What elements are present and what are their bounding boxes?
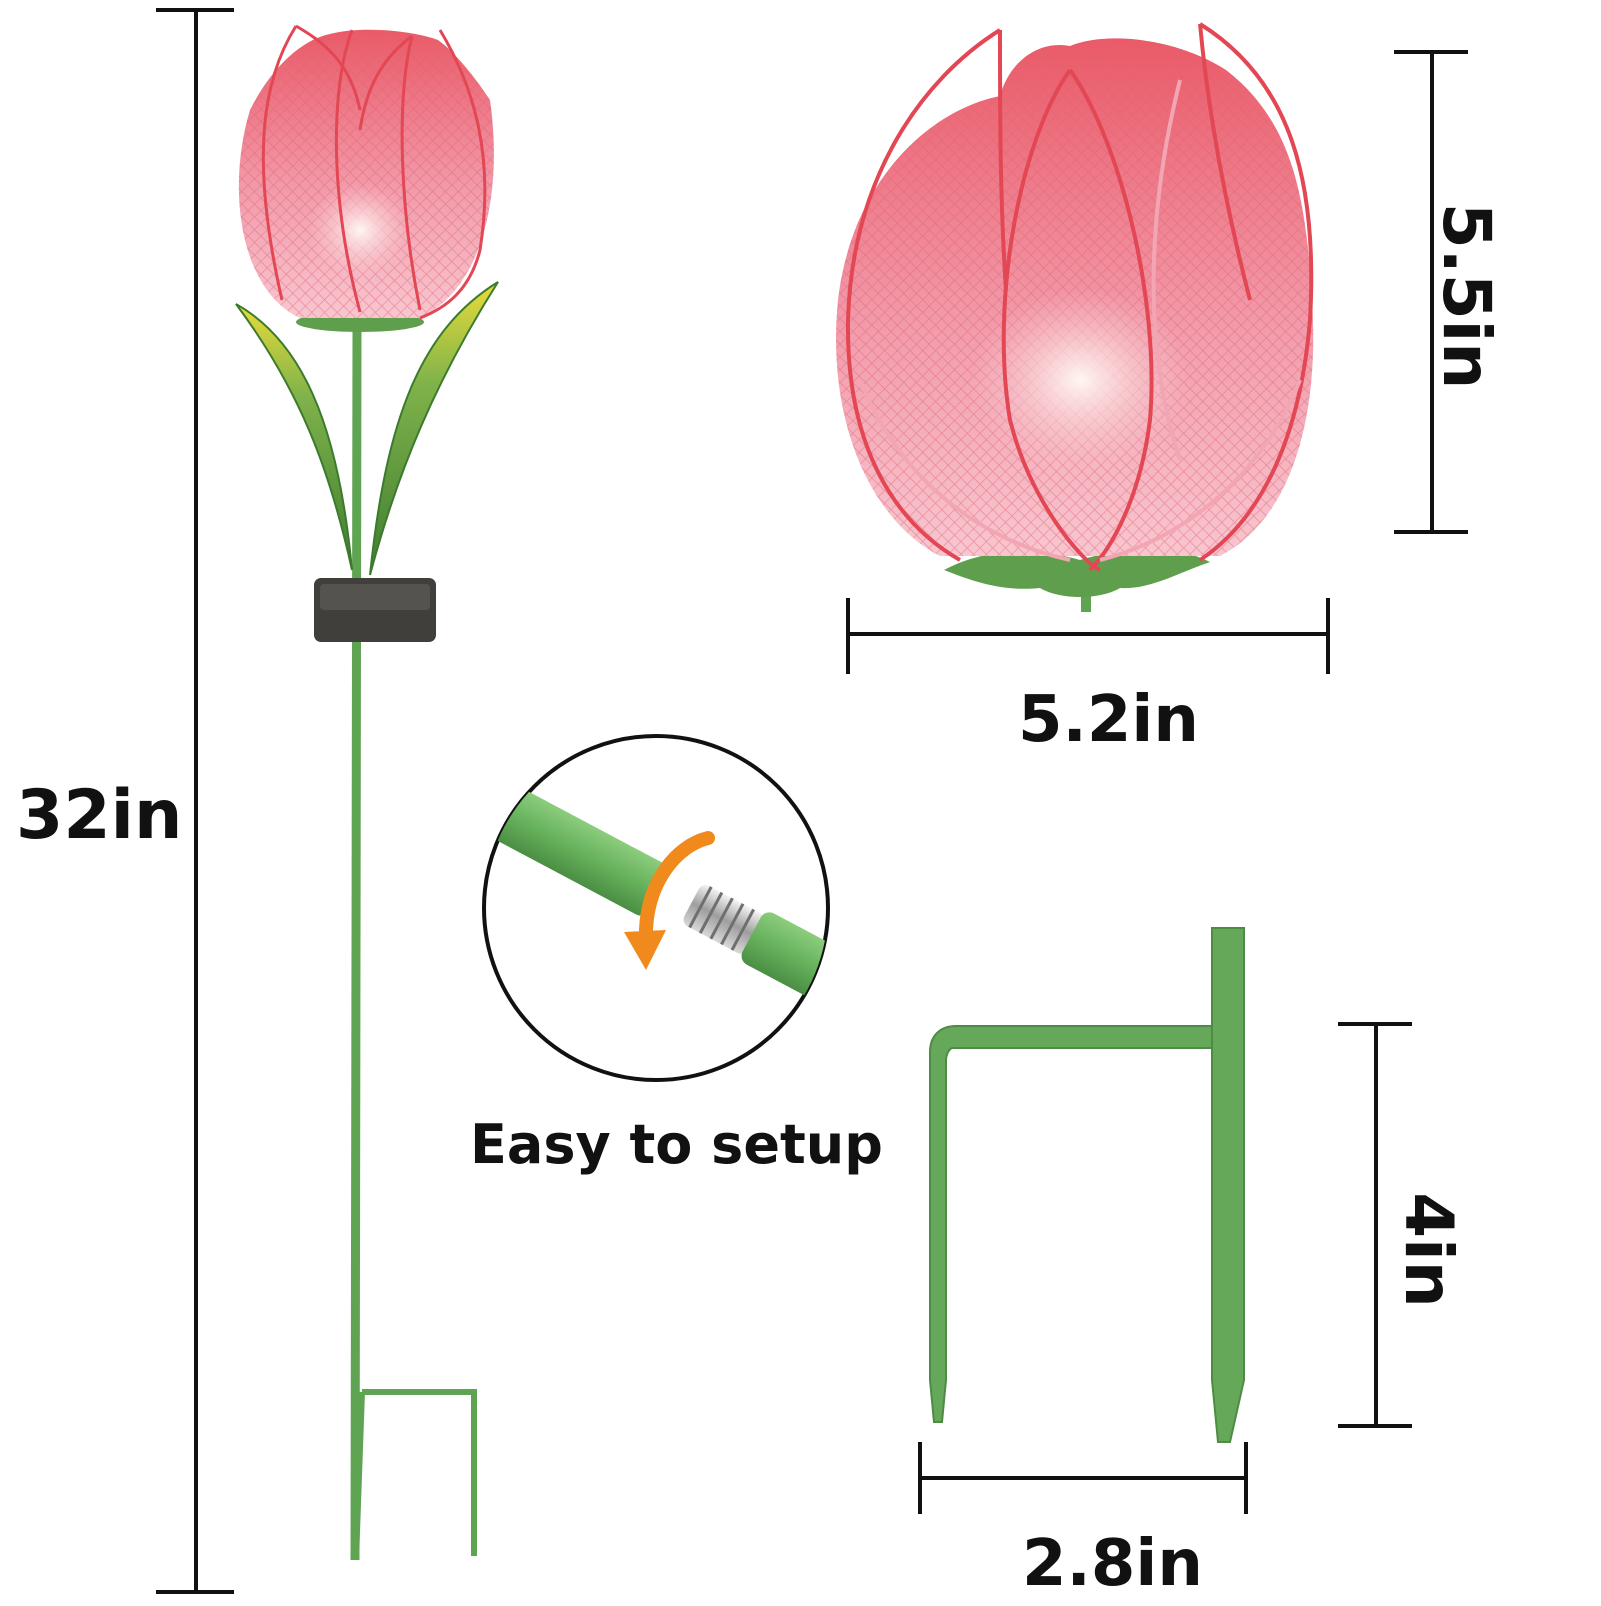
- flower-width-label: 5.2in: [1018, 683, 1199, 757]
- small-flower-head: [238, 24, 494, 320]
- large-flower-head: [836, 22, 1314, 612]
- stake-width-label: 2.8in: [1022, 1527, 1203, 1601]
- large-ground-stake: [929, 927, 1245, 1443]
- stake-width-dimension-line: [918, 1442, 1248, 1514]
- flower-width-dimension-line: [846, 598, 1330, 674]
- stem: [350, 329, 362, 1561]
- left-leaf: [235, 303, 353, 571]
- stake-height-label: 4in: [1390, 1192, 1467, 1308]
- large-calyx: [944, 549, 1210, 597]
- total-height-dimension-line: [156, 8, 234, 1594]
- full-tulip-light: [235, 24, 499, 1561]
- rotate-arrow-icon: [624, 831, 715, 970]
- total-height-label: 32in: [16, 776, 183, 855]
- setup-caption: Easy to setup: [470, 1113, 883, 1176]
- stake-height-dimension-line: [1338, 1022, 1412, 1428]
- small-ground-stake: [353, 1389, 477, 1561]
- setup-callout: [482, 734, 830, 1082]
- right-leaf: [369, 281, 499, 576]
- flower-height-label: 5.5in: [1428, 202, 1505, 390]
- flower-height-dimension-line: [1394, 50, 1468, 534]
